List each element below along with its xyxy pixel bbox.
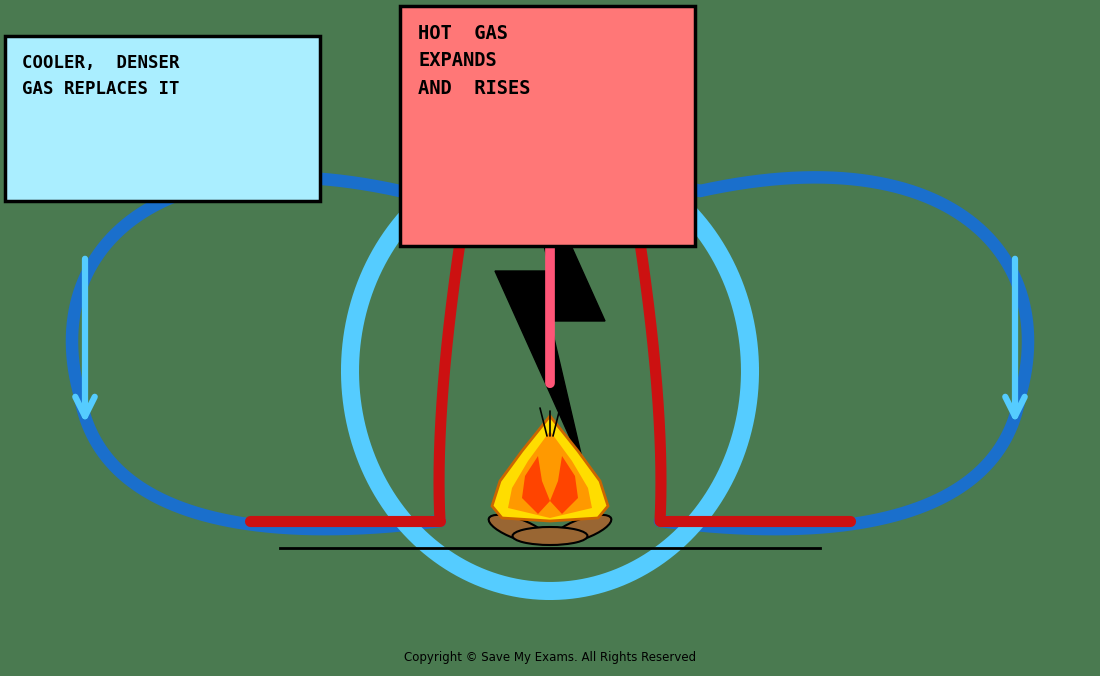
Polygon shape bbox=[522, 456, 550, 514]
Ellipse shape bbox=[513, 527, 587, 545]
Polygon shape bbox=[508, 431, 592, 518]
Text: HOT  GAS
EXPANDS
AND  RISES: HOT GAS EXPANDS AND RISES bbox=[418, 24, 530, 97]
Polygon shape bbox=[492, 416, 608, 521]
Polygon shape bbox=[550, 456, 578, 514]
FancyBboxPatch shape bbox=[400, 6, 695, 246]
FancyBboxPatch shape bbox=[6, 36, 320, 201]
Polygon shape bbox=[495, 121, 605, 471]
Text: Copyright © Save My Exams. All Rights Reserved: Copyright © Save My Exams. All Rights Re… bbox=[404, 651, 696, 664]
Ellipse shape bbox=[488, 515, 548, 544]
Text: COOLER,  DENSER
GAS REPLACES IT: COOLER, DENSER GAS REPLACES IT bbox=[22, 54, 179, 99]
Ellipse shape bbox=[552, 515, 612, 544]
